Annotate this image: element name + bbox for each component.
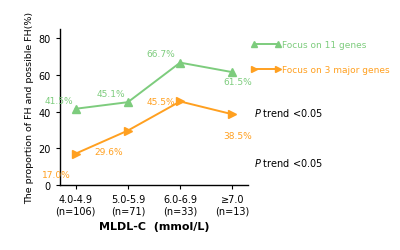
Text: $P$ trend <0.05: $P$ trend <0.05 xyxy=(254,106,323,118)
Text: 45.1%: 45.1% xyxy=(97,90,126,98)
X-axis label: MLDL-C  (mmol/L): MLDL-C (mmol/L) xyxy=(99,221,209,231)
Text: 66.7%: 66.7% xyxy=(146,50,175,59)
Text: 61.5%: 61.5% xyxy=(224,78,252,87)
Text: Focus on 11 genes: Focus on 11 genes xyxy=(282,40,366,50)
Text: $P$ trend <0.05: $P$ trend <0.05 xyxy=(254,156,323,168)
Y-axis label: The proportion of FH and possible FH(%): The proportion of FH and possible FH(%) xyxy=(26,12,34,203)
Text: 17.0%: 17.0% xyxy=(42,170,70,179)
Text: 38.5%: 38.5% xyxy=(224,132,252,140)
Text: Focus on 3 major genes: Focus on 3 major genes xyxy=(282,66,390,74)
Text: 29.6%: 29.6% xyxy=(94,148,123,156)
Text: 45.5%: 45.5% xyxy=(146,98,175,107)
Text: 41.5%: 41.5% xyxy=(45,96,73,105)
